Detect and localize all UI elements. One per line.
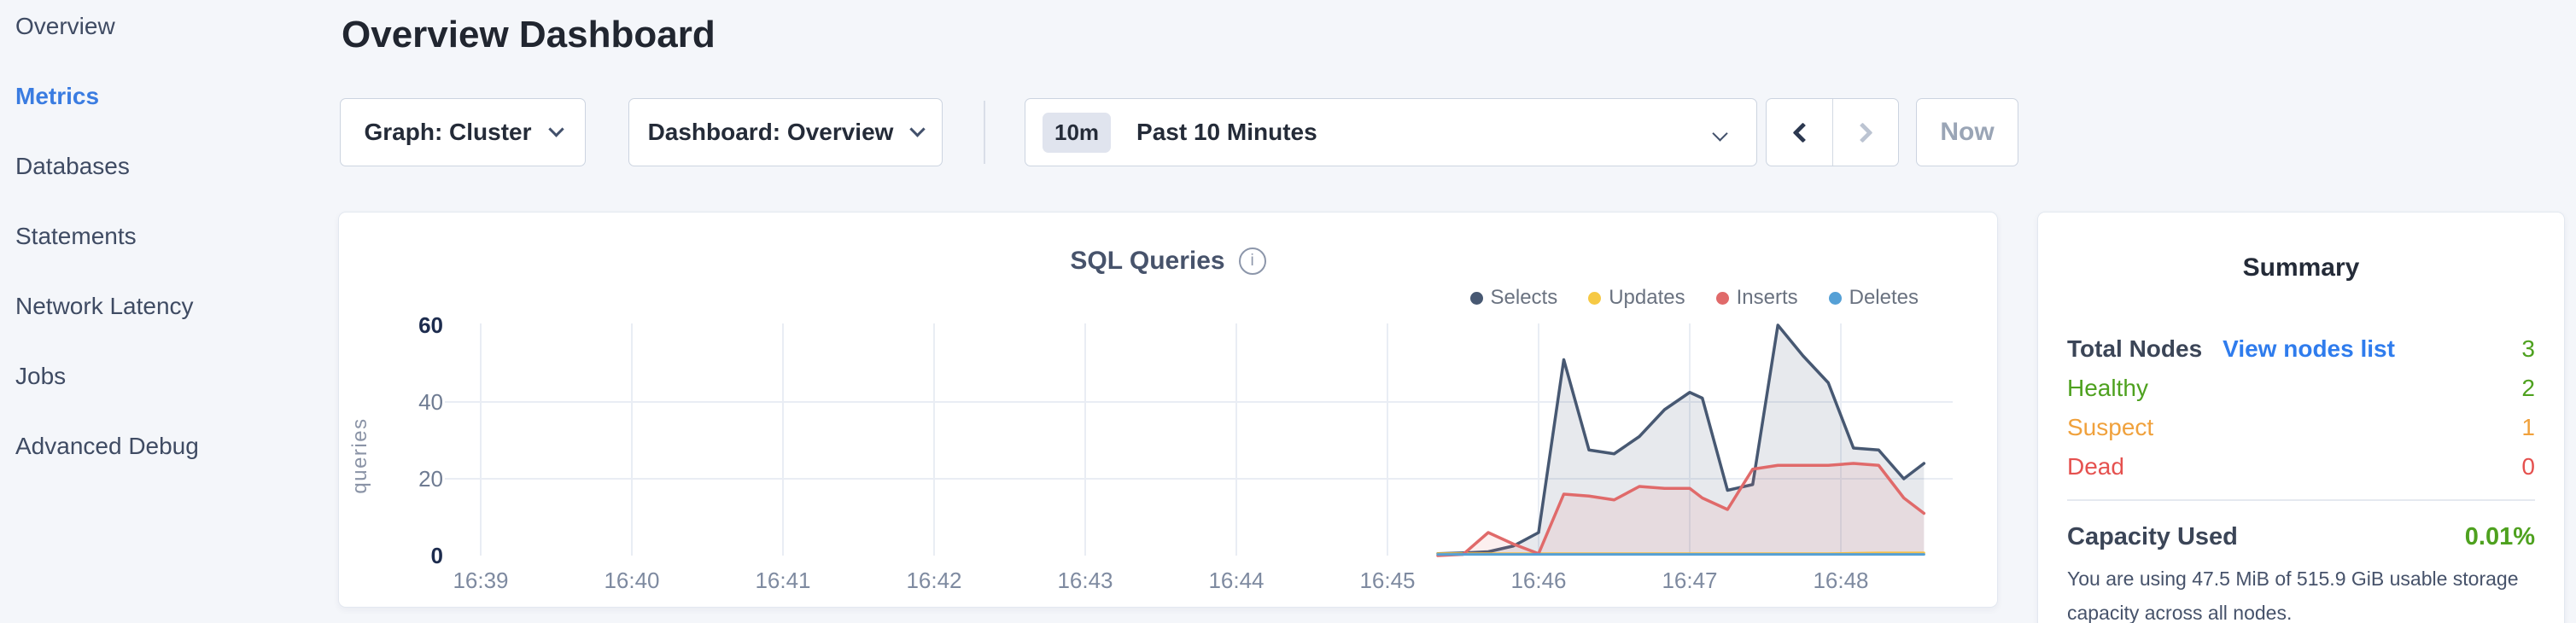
- time-range-badge: 10m: [1043, 112, 1112, 153]
- svg-text:40: 40: [418, 389, 443, 415]
- sidebar-item-network-latency[interactable]: Network Latency: [15, 293, 194, 319]
- graph-dropdown-label: Graph: Cluster: [364, 119, 532, 145]
- capacity-used-row: Capacity Used 0.01%: [2067, 523, 2535, 551]
- summary-row-healthy: Healthy 2: [2067, 375, 2535, 402]
- summary-row-value: 1: [2521, 414, 2535, 440]
- dashboard-dropdown-button[interactable]: Dashboard: Overview: [628, 98, 943, 166]
- legend-item-selects: Selects: [1469, 286, 1558, 310]
- summary-row-value: 0: [2521, 453, 2535, 480]
- svg-text:16:41: 16:41: [755, 568, 810, 593]
- chart-legend: Selects Updates Inserts Deletes: [1469, 286, 1919, 310]
- chevron-down-icon: [1712, 125, 1728, 142]
- capacity-used-label: Capacity Used: [2067, 523, 2238, 550]
- summary-row-suspect: Suspect 1: [2067, 414, 2535, 441]
- summary-rows: Total Nodes View nodes list 3 Healthy 2 Suspe…: [2067, 335, 2535, 480]
- time-range-label: Past 10 Minutes: [1136, 119, 1317, 145]
- summary-title: Summary: [2242, 253, 2360, 282]
- svg-text:16:39: 16:39: [453, 568, 508, 593]
- svg-text:60: 60: [418, 312, 443, 338]
- legend-dot-icon: [1469, 291, 1483, 305]
- prev-range-button[interactable]: [1767, 99, 1832, 166]
- sidebar-nav: Overview Metrics Databases Statements Networ…: [15, 14, 323, 504]
- svg-text:16:47: 16:47: [1662, 568, 1717, 593]
- summary-card: Summary Total Nodes View nodes list 3 Healt…: [2037, 212, 2565, 623]
- legend-item-deletes: Deletes: [1828, 286, 1919, 310]
- time-range-picker[interactable]: 10m Past 10 Minutes: [1025, 98, 1757, 166]
- legend-dot-icon: [1588, 291, 1602, 305]
- legend-label: Inserts: [1736, 286, 1798, 309]
- sidebar-item-metrics[interactable]: Metrics: [15, 83, 100, 109]
- info-icon[interactable]: i: [1238, 247, 1266, 275]
- capacity-used-value: 0.01%: [2464, 523, 2535, 550]
- next-range-button[interactable]: [1832, 99, 1898, 166]
- legend-label: Selects: [1490, 286, 1558, 309]
- sidebar-item-advanced-debug[interactable]: Advanced Debug: [15, 433, 199, 459]
- svg-text:16:46: 16:46: [1510, 568, 1566, 593]
- summary-row-total-nodes: Total Nodes View nodes list 3: [2067, 335, 2535, 363]
- svg-text:queries: queries: [348, 417, 371, 493]
- summary-row-value: 2: [2521, 375, 2535, 401]
- graph-dropdown-button[interactable]: Graph: Cluster: [340, 98, 586, 166]
- summary-row-label: Suspect: [2067, 414, 2154, 440]
- svg-text:16:42: 16:42: [906, 568, 961, 593]
- svg-text:16:45: 16:45: [1359, 568, 1415, 593]
- view-nodes-link[interactable]: View nodes list: [2223, 335, 2395, 362]
- summary-divider: [2067, 499, 2535, 501]
- time-range-arrow-group: [1766, 98, 1899, 166]
- svg-text:0: 0: [431, 543, 443, 568]
- page-title: Overview Dashboard: [342, 14, 716, 55]
- sidebar-item-jobs[interactable]: Jobs: [15, 363, 67, 389]
- legend-item-inserts: Inserts: [1715, 286, 1798, 310]
- summary-row-label: Healthy: [2067, 375, 2148, 401]
- chevron-left-icon: [1792, 121, 1814, 143]
- now-button[interactable]: Now: [1916, 98, 2018, 166]
- legend-item-updates: Updates: [1588, 286, 1685, 310]
- summary-row-label: Total Nodes: [2067, 335, 2203, 362]
- svg-text:16:40: 16:40: [604, 568, 659, 593]
- toolbar-divider: [984, 101, 985, 164]
- dashboard-dropdown-label: Dashboard: Overview: [647, 119, 894, 145]
- sidebar-item-statements[interactable]: Statements: [15, 223, 137, 249]
- svg-text:16:43: 16:43: [1057, 568, 1113, 593]
- summary-row-value: 3: [2521, 335, 2535, 362]
- svg-text:16:48: 16:48: [1813, 568, 1868, 593]
- chart-title: SQL Queries: [1070, 247, 1225, 275]
- svg-text:16:44: 16:44: [1208, 568, 1264, 593]
- chevron-right-icon: [1851, 121, 1873, 143]
- chevron-down-icon: [909, 120, 926, 137]
- legend-label: Updates: [1609, 286, 1685, 309]
- sql-queries-plot: 16:39 16:40 16:41 16:42 16:43 16:44 16:45 16:46…: [348, 312, 1953, 593]
- sidebar-item-overview[interactable]: Overview: [15, 13, 115, 39]
- svg-text:20: 20: [418, 466, 443, 492]
- summary-row-label: Dead: [2067, 453, 2124, 480]
- legend-label: Deletes: [1849, 286, 1919, 309]
- now-button-label: Now: [1940, 118, 1995, 146]
- sidebar-item-databases[interactable]: Databases: [15, 153, 130, 179]
- chevron-down-icon: [547, 120, 564, 137]
- capacity-note: You are using 47.5 MiB of 515.9 GiB usab…: [2067, 568, 2519, 623]
- chart-card: 16:39 16:40 16:41 16:42 16:43 16:44 16:45 16:46…: [338, 212, 1998, 608]
- summary-row-dead: Dead 0: [2067, 453, 2535, 480]
- legend-dot-icon: [1715, 291, 1729, 305]
- legend-dot-icon: [1828, 291, 1842, 305]
